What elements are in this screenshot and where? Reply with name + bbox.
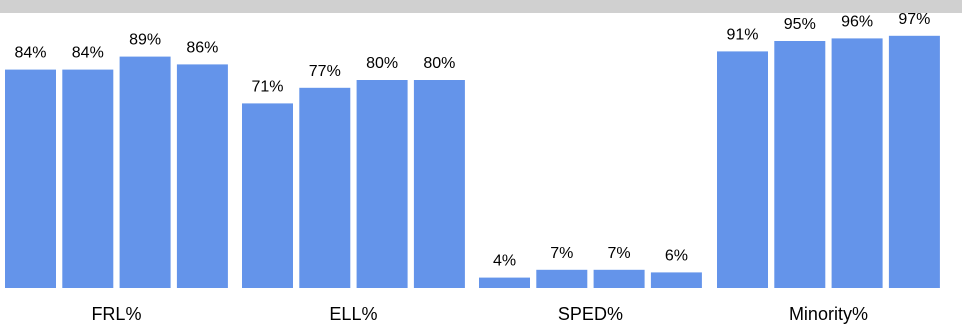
bar-sped-2 bbox=[536, 269, 588, 288]
category-label: SPED% bbox=[558, 304, 623, 324]
bar-minority-1 bbox=[717, 51, 768, 289]
bar-frl-3 bbox=[119, 56, 171, 288]
data-label: 4% bbox=[493, 253, 516, 270]
data-label: 77% bbox=[309, 63, 341, 80]
bar-frl-4 bbox=[176, 64, 228, 289]
bar-frl-1 bbox=[5, 69, 56, 288]
data-label: 71% bbox=[251, 78, 283, 95]
category-label: FRL% bbox=[91, 304, 141, 324]
bar-sped-4 bbox=[650, 272, 702, 288]
bar-sped-1 bbox=[479, 277, 530, 288]
bar-minority-2 bbox=[774, 41, 826, 288]
data-label: 84% bbox=[14, 45, 46, 62]
data-label: 86% bbox=[186, 39, 218, 56]
category-label: ELL% bbox=[329, 304, 377, 324]
data-label: 84% bbox=[72, 45, 104, 62]
bar-frl-2 bbox=[62, 69, 114, 288]
bar-ell-2 bbox=[299, 87, 351, 288]
data-label: 89% bbox=[129, 32, 161, 49]
data-label: 91% bbox=[726, 26, 758, 43]
data-label: 7% bbox=[608, 245, 631, 262]
bar-minority-4 bbox=[888, 35, 940, 288]
bar-minority-3 bbox=[831, 38, 883, 289]
data-label: 97% bbox=[898, 11, 930, 28]
data-label: 95% bbox=[784, 16, 816, 33]
bar-ell-1 bbox=[242, 103, 293, 289]
bar-ell-4 bbox=[413, 80, 465, 288]
top-band bbox=[0, 0, 962, 13]
bar-sped-3 bbox=[593, 269, 645, 288]
data-label: 96% bbox=[841, 13, 873, 30]
category-label: Minority% bbox=[789, 304, 868, 324]
data-label: 80% bbox=[423, 55, 455, 72]
data-label: 7% bbox=[550, 245, 573, 262]
data-label: 80% bbox=[366, 55, 398, 72]
bar-ell-3 bbox=[356, 80, 408, 288]
data-label: 6% bbox=[665, 247, 688, 264]
